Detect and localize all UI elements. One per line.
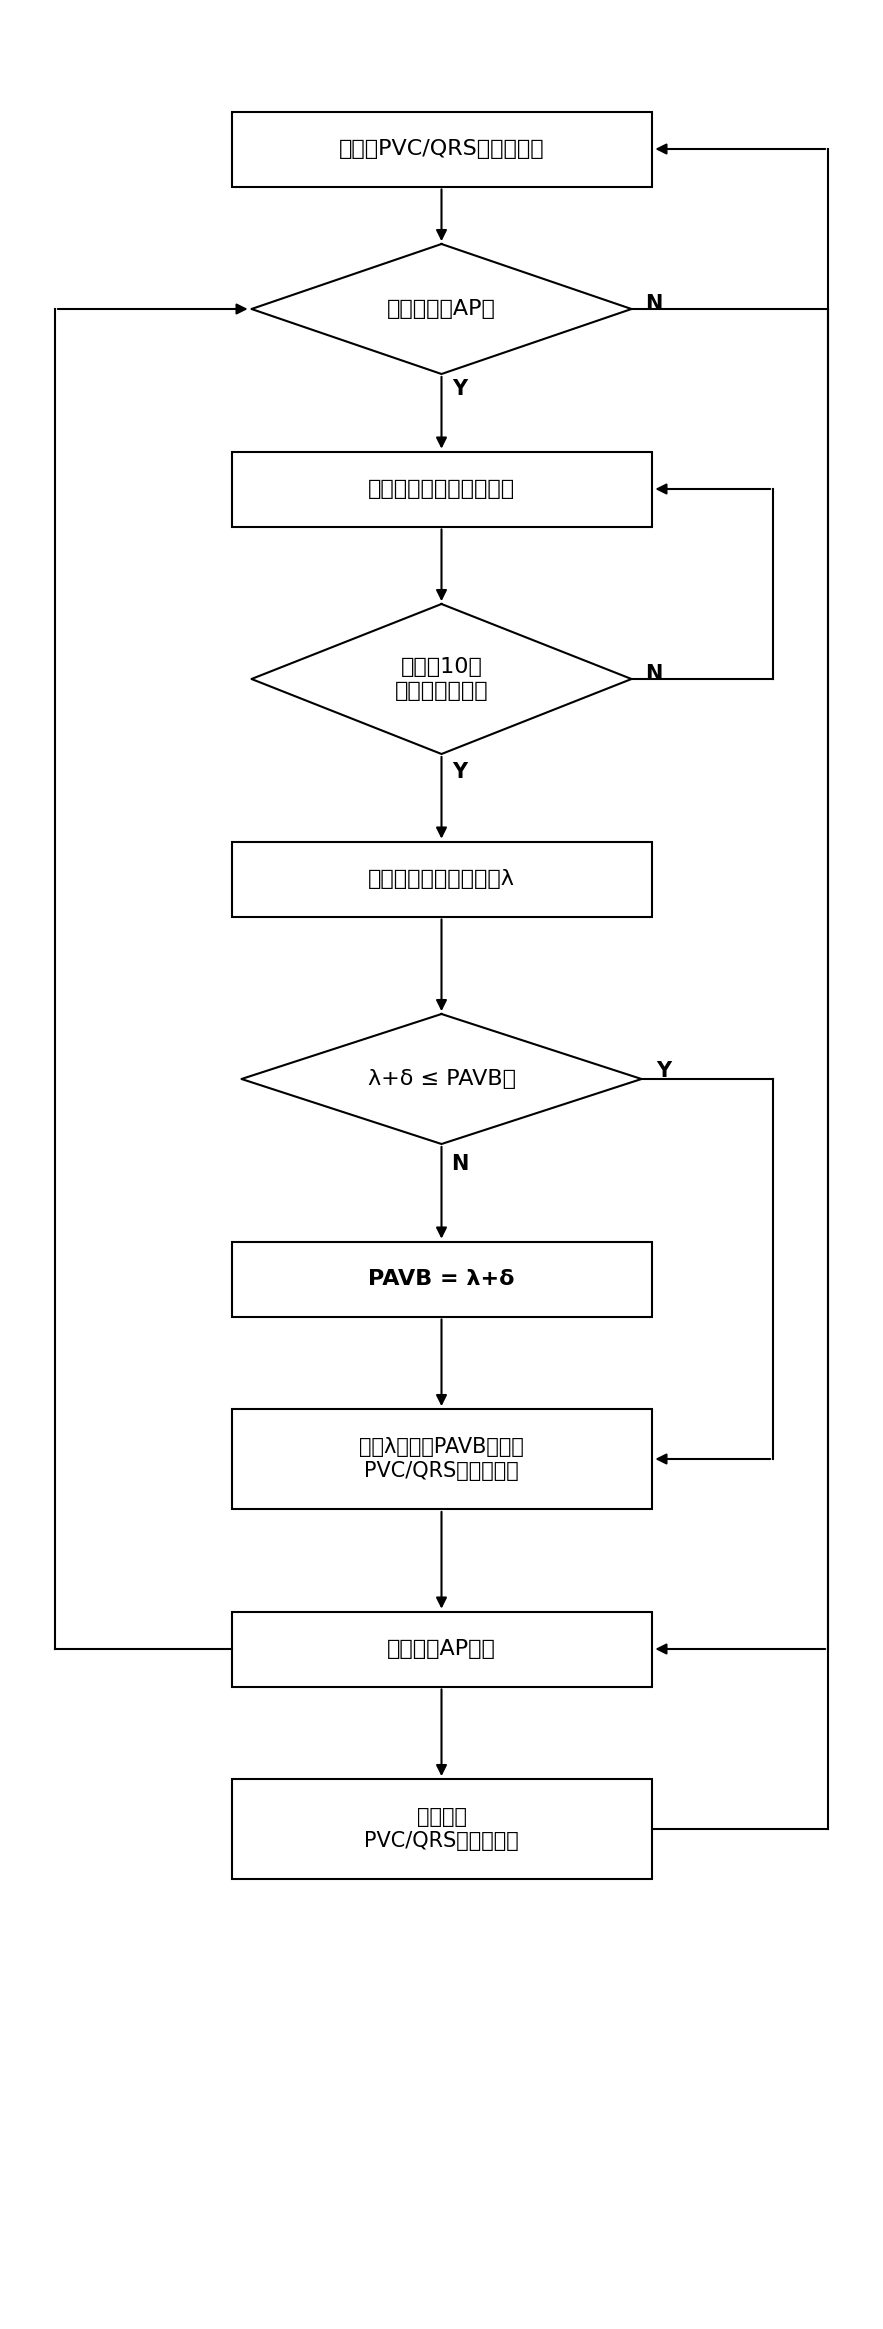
Bar — [231, 1409, 652, 1509]
Bar — [231, 1612, 652, 1686]
Text: 心房事件为AP？: 心房事件为AP？ — [387, 298, 496, 319]
Bar — [231, 452, 652, 526]
Polygon shape — [252, 245, 631, 375]
Text: Y: Y — [452, 380, 467, 398]
Text: N: N — [645, 664, 662, 685]
Text: 平均远场信号时限记为λ: 平均远场信号时限记为λ — [368, 869, 515, 890]
Text: 记录到10次
远场信号时限？: 记录到10次 远场信号时限？ — [395, 657, 488, 701]
Bar — [231, 1241, 652, 1316]
Text: N: N — [451, 1153, 468, 1174]
Text: λ+δ ≤ PAVB？: λ+δ ≤ PAVB？ — [367, 1069, 516, 1090]
Polygon shape — [241, 1013, 642, 1144]
Bar — [231, 112, 652, 186]
Bar — [231, 841, 652, 918]
Polygon shape — [252, 603, 631, 755]
Text: 定时更新
PVC/QRS波检测窗口: 定时更新 PVC/QRS波检测窗口 — [364, 1807, 519, 1852]
Text: PAVB = λ+δ: PAVB = λ+δ — [368, 1269, 515, 1288]
Text: 采集心室通道的远场信号: 采集心室通道的远场信号 — [368, 480, 515, 498]
Text: Y: Y — [656, 1062, 671, 1081]
Text: 设置λ末端到PAVB末端为
PVC/QRS波检测窗口: 设置λ末端到PAVB末端为 PVC/QRS波检测窗口 — [359, 1437, 524, 1481]
Text: 等待下次AP事件: 等待下次AP事件 — [387, 1640, 496, 1658]
Bar — [231, 1779, 652, 1880]
Text: N: N — [645, 293, 662, 314]
Text: 初始化PVC/QRS波检测窗口: 初始化PVC/QRS波检测窗口 — [339, 140, 544, 158]
Text: Y: Y — [452, 762, 467, 783]
